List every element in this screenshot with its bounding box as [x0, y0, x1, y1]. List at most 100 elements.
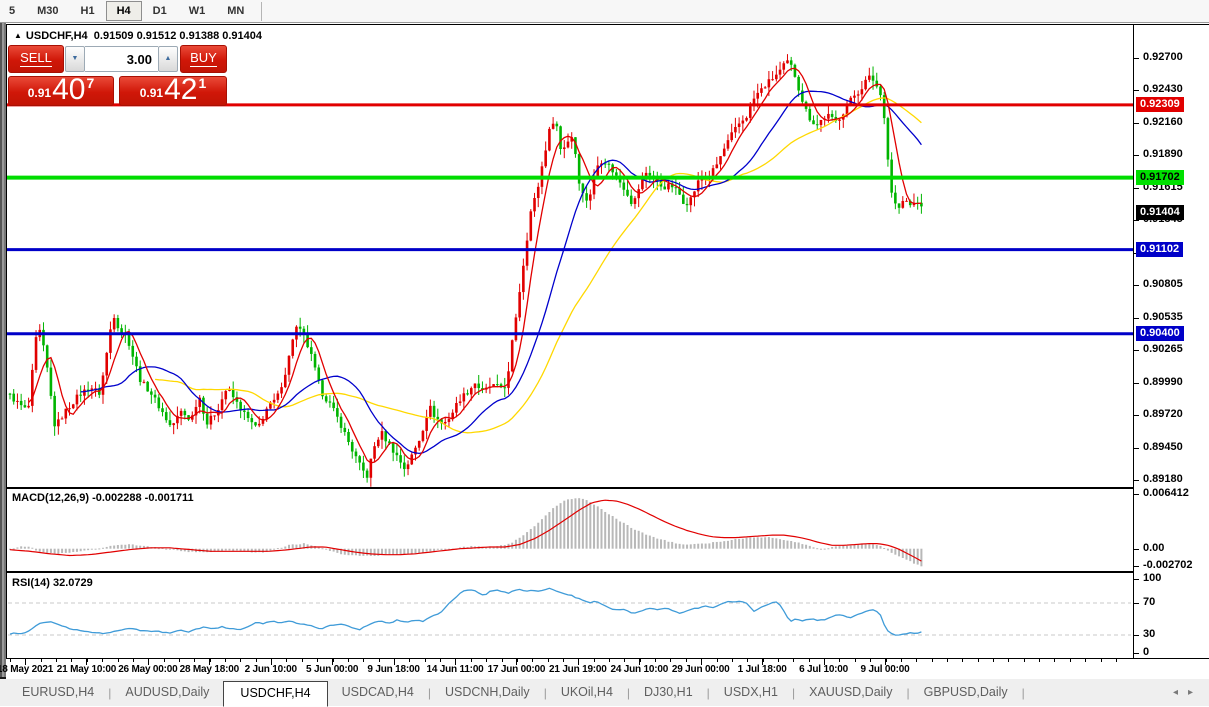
- timeframe-button-h1[interactable]: H1: [80, 5, 95, 17]
- macd-histogram-bar: [805, 544, 808, 549]
- macd-histogram-bar: [857, 544, 860, 549]
- macd-histogram-bar: [291, 544, 294, 549]
- symbol-tab-usdcnh[interactable]: USDCNH,Daily: [444, 685, 530, 699]
- symbol-tab-usdchf[interactable]: USDCHF,H4: [223, 680, 328, 707]
- candlestick: [845, 105, 849, 115]
- timeframe-button-m30[interactable]: M30: [37, 5, 59, 17]
- macd-histogram-bar: [842, 545, 845, 549]
- candlestick: [879, 86, 882, 96]
- macd-histogram-bar: [239, 548, 242, 552]
- candlestick: [477, 383, 481, 389]
- symbol-tab-eurusd[interactable]: EURUSD,H4: [22, 685, 95, 699]
- macd-histogram-bar: [403, 548, 406, 555]
- time-minor-tick: [532, 659, 534, 662]
- macd-indicator-canvas[interactable]: [7, 489, 1133, 571]
- pane-separator-rsi[interactable]: [6, 571, 1209, 573]
- price-axis-divider: [1133, 25, 1134, 679]
- tab-separator: |: [1021, 685, 1025, 700]
- macd-histogram-bar: [764, 537, 767, 549]
- candlestick: [812, 120, 815, 125]
- timeframe-button-h4[interactable]: H4: [105, 1, 142, 21]
- time-axis-label: 2 Jun 10:00: [244, 664, 297, 675]
- candlestick: [771, 79, 774, 81]
- macd-histogram-bar: [860, 544, 863, 549]
- candlestick: [202, 397, 205, 414]
- sell-price-button[interactable]: 0.91 40 7: [8, 75, 114, 106]
- lot-increase-button[interactable]: ▲: [158, 46, 178, 72]
- candlestick: [209, 415, 213, 425]
- axis-tick-mark: [1134, 479, 1139, 481]
- macd-histogram-bar: [890, 548, 893, 553]
- symbol-tab-usdcad[interactable]: USDCAD,H4: [341, 685, 414, 699]
- time-minor-tick: [301, 659, 303, 662]
- candlestick: [801, 90, 804, 102]
- symbol-tab-dj30[interactable]: DJ30,H1: [644, 685, 693, 699]
- tab-separator: |: [108, 685, 112, 700]
- candlestick: [529, 211, 533, 241]
- candlestick: [436, 416, 440, 420]
- macd-histogram-bar: [407, 548, 410, 555]
- candlestick: [797, 76, 800, 91]
- macd-histogram-bar: [834, 546, 837, 549]
- macd-histogram-bar: [905, 548, 908, 560]
- macd-histogram-bar: [284, 546, 287, 549]
- rsi-indicator-canvas[interactable]: [7, 573, 1133, 658]
- time-minor-tick: [56, 659, 58, 662]
- candlestick: [455, 402, 458, 413]
- symbol-tab-usdx[interactable]: USDX,H1: [723, 685, 778, 699]
- symbol-tab-ukoil[interactable]: UKOil,H4: [560, 685, 613, 699]
- time-minor-tick: [547, 659, 549, 662]
- macd-histogram-bar: [232, 548, 235, 551]
- macd-histogram-bar: [749, 537, 752, 549]
- candlestick: [711, 168, 715, 177]
- macd-histogram-bar: [689, 544, 692, 549]
- sell-button[interactable]: SELL: [8, 45, 64, 73]
- tab-scroll-left-icon[interactable]: ◂: [1172, 687, 1188, 698]
- symbol-tab-audusd[interactable]: AUDUSD,Daily: [125, 685, 210, 699]
- lot-decrease-button[interactable]: ▼: [65, 46, 85, 72]
- chart-symbol-title: USDCHF,H4: [25, 30, 88, 42]
- candlestick: [261, 418, 265, 424]
- one-click-collapse-icon[interactable]: ▲: [14, 31, 22, 40]
- buy-price-button[interactable]: 0.91 42 1: [119, 75, 227, 106]
- candlestick: [674, 187, 678, 189]
- price-chart-canvas[interactable]: [7, 25, 1133, 487]
- candlestick: [510, 340, 514, 372]
- macd-histogram-bar: [12, 548, 15, 550]
- timeframe-button-w1[interactable]: W1: [188, 5, 206, 17]
- tab-scroll-right-icon[interactable]: ▸: [1187, 687, 1203, 698]
- candlestick: [920, 202, 923, 207]
- timeframe-button-5[interactable]: 5: [9, 5, 16, 17]
- macd-histogram-bar: [563, 500, 566, 549]
- candlestick: [168, 420, 172, 426]
- price-tick-label: 0.90535: [1143, 310, 1183, 323]
- candlestick: [778, 69, 782, 75]
- candlestick: [462, 393, 466, 402]
- candlestick: [194, 406, 198, 416]
- macd-histogram-bar: [589, 502, 592, 549]
- candlestick: [451, 412, 454, 420]
- candlestick: [566, 141, 570, 148]
- candlestick: [310, 347, 313, 354]
- symbol-tab-gbpusd[interactable]: GBPUSD,Daily: [923, 685, 1008, 699]
- time-axis-label: 5 Jun 00:00: [306, 664, 359, 675]
- lot-size-input[interactable]: 3.00: [85, 46, 158, 72]
- candlestick: [518, 292, 521, 318]
- candlestick: [864, 79, 867, 90]
- macd-histogram-bar: [682, 544, 685, 549]
- axis-tick-mark: [1134, 549, 1139, 550]
- macd-histogram-bar: [436, 548, 439, 550]
- candlestick: [633, 198, 637, 204]
- candlestick: [767, 79, 771, 88]
- time-minor-tick: [900, 659, 902, 662]
- macd-histogram-bar: [302, 543, 305, 549]
- macd-histogram-bar: [157, 548, 160, 550]
- buy-button[interactable]: BUY: [180, 45, 227, 73]
- timeframe-button-mn[interactable]: MN: [227, 5, 245, 17]
- timeframe-button-d1[interactable]: D1: [152, 5, 167, 17]
- axis-tick-mark: [1134, 58, 1139, 59]
- pane-separator-macd[interactable]: [6, 487, 1209, 489]
- symbol-tab-xauusd[interactable]: XAUUSD,Daily: [809, 685, 893, 699]
- time-major-tick: [86, 659, 88, 665]
- macd-histogram-bar: [678, 543, 681, 549]
